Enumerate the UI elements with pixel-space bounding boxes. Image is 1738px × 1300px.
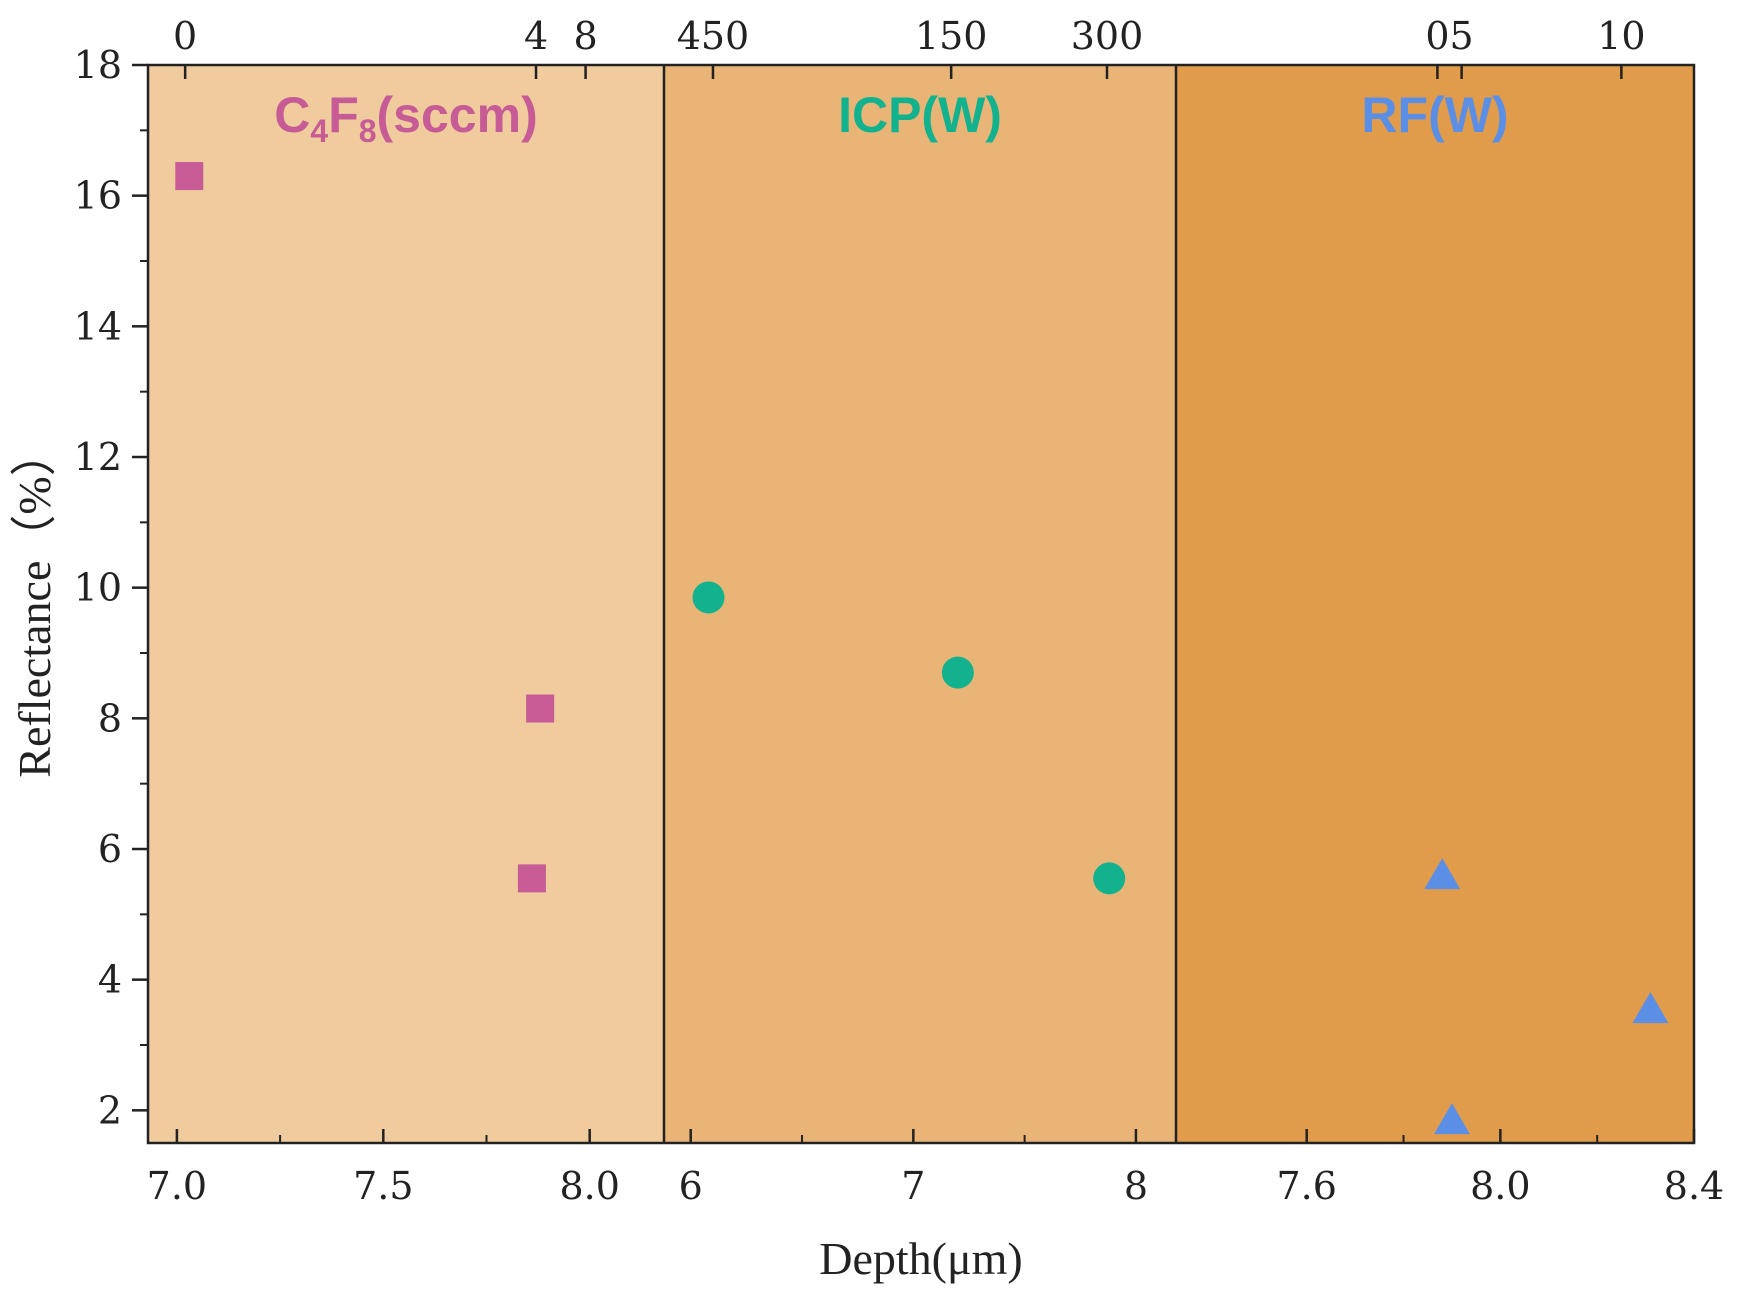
x-top-tick-label: 300 xyxy=(1071,14,1144,58)
x-top-tick-label: 5 xyxy=(1450,14,1474,58)
x-bottom-tick-label: 8.4 xyxy=(1664,1164,1724,1208)
y-tick-label: 4 xyxy=(98,958,122,1002)
y-tick-label: 18 xyxy=(74,43,122,87)
y-axis: 2 4 6 8 10 12 14 16 18 xyxy=(74,43,148,1132)
panel-title-part: F xyxy=(328,87,359,143)
panel-title-3: RF(W) xyxy=(1361,87,1508,143)
panel-title-2: ICP(W) xyxy=(838,87,1002,143)
plot-border xyxy=(146,63,1696,1145)
y-axis-title: Reflectance（%） xyxy=(9,430,60,777)
x-bottom-tick-label: 7.6 xyxy=(1276,1164,1336,1208)
data-point-square xyxy=(175,162,204,191)
x-top-tick-label: 450 xyxy=(677,14,750,58)
x-bottom-tick-label: 7.0 xyxy=(147,1164,207,1208)
plot-frame xyxy=(146,63,1696,1145)
x-bottom-tick-label: 7.5 xyxy=(353,1164,413,1208)
x-bottom-tick-label: 8.0 xyxy=(559,1164,619,1208)
y-tick-label: 8 xyxy=(98,696,122,740)
x-axis-title: Depth(μm) xyxy=(819,1233,1023,1284)
y-tick-label: 14 xyxy=(74,304,122,348)
x-top-tick-label: 8 xyxy=(573,14,597,58)
panel-title-1: C4F8(sccm) xyxy=(274,87,537,149)
x-top-tick-label: 10 xyxy=(1597,14,1645,58)
data-point-square xyxy=(517,864,546,893)
panel-title-part: (sccm) xyxy=(377,87,538,143)
x-bottom-tick-label: 7 xyxy=(901,1164,925,1208)
y-tick-label: 2 xyxy=(98,1088,122,1132)
panel-titles: C4F8(sccm) ICP(W) RF(W) xyxy=(274,87,1508,149)
x-bottom-tick-label: 6 xyxy=(679,1164,703,1208)
data-point-triangle xyxy=(1424,858,1461,890)
data-point-triangle xyxy=(1433,1103,1470,1135)
panel-title-subscript: 4 xyxy=(310,113,328,149)
panel-backgrounds xyxy=(148,65,1694,1143)
x-top-tick-label: 150 xyxy=(915,14,988,58)
data-point-square xyxy=(526,694,555,723)
panel-background-1 xyxy=(148,65,664,1143)
y-tick-label: 16 xyxy=(74,174,122,218)
y-tick-label: 10 xyxy=(74,566,122,610)
data-point-circle xyxy=(1093,862,1126,895)
panel-background-2 xyxy=(664,65,1176,1143)
data-point-triangle xyxy=(1632,992,1669,1024)
y-tick-label: 6 xyxy=(98,827,122,871)
x-top-tick-label: 0 xyxy=(1425,14,1449,58)
x-bottom-tick-label: 8 xyxy=(1124,1164,1148,1208)
x-top-tick-label: 4 xyxy=(524,14,548,58)
panel-title-part: C xyxy=(274,87,310,143)
x-bottom-tick-label: 8.0 xyxy=(1470,1164,1530,1208)
markers xyxy=(175,162,1669,1135)
x-top-tick-label: 0 xyxy=(173,14,197,58)
data-point-circle xyxy=(941,656,974,689)
data-point-circle xyxy=(692,581,725,614)
panel-title-subscript: 8 xyxy=(359,113,377,149)
y-tick-label: 12 xyxy=(74,435,122,479)
panel-background-3 xyxy=(1176,65,1694,1143)
